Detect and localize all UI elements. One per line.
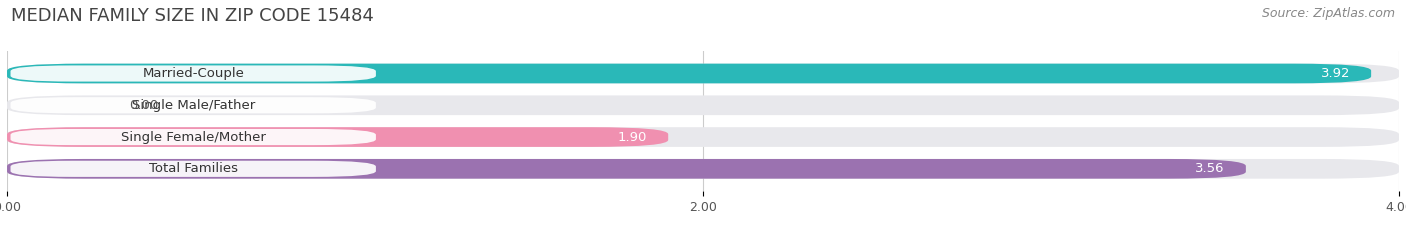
Text: 1.90: 1.90 xyxy=(619,130,647,144)
Text: Total Families: Total Families xyxy=(149,162,238,175)
FancyBboxPatch shape xyxy=(10,65,375,82)
Text: 0.00: 0.00 xyxy=(129,99,157,112)
FancyBboxPatch shape xyxy=(10,97,375,113)
FancyBboxPatch shape xyxy=(7,64,1399,83)
Text: Single Female/Mother: Single Female/Mother xyxy=(121,130,266,144)
FancyBboxPatch shape xyxy=(7,159,1246,179)
FancyBboxPatch shape xyxy=(10,129,375,145)
Text: Source: ZipAtlas.com: Source: ZipAtlas.com xyxy=(1261,7,1395,20)
Text: Single Male/Father: Single Male/Father xyxy=(132,99,254,112)
Text: Married-Couple: Married-Couple xyxy=(142,67,245,80)
FancyBboxPatch shape xyxy=(10,161,375,177)
FancyBboxPatch shape xyxy=(7,64,1371,83)
Text: 3.92: 3.92 xyxy=(1320,67,1350,80)
Text: 3.56: 3.56 xyxy=(1195,162,1225,175)
FancyBboxPatch shape xyxy=(7,127,1399,147)
FancyBboxPatch shape xyxy=(7,159,1399,179)
Text: MEDIAN FAMILY SIZE IN ZIP CODE 15484: MEDIAN FAMILY SIZE IN ZIP CODE 15484 xyxy=(11,7,374,25)
FancyBboxPatch shape xyxy=(7,96,1399,115)
FancyBboxPatch shape xyxy=(7,127,668,147)
